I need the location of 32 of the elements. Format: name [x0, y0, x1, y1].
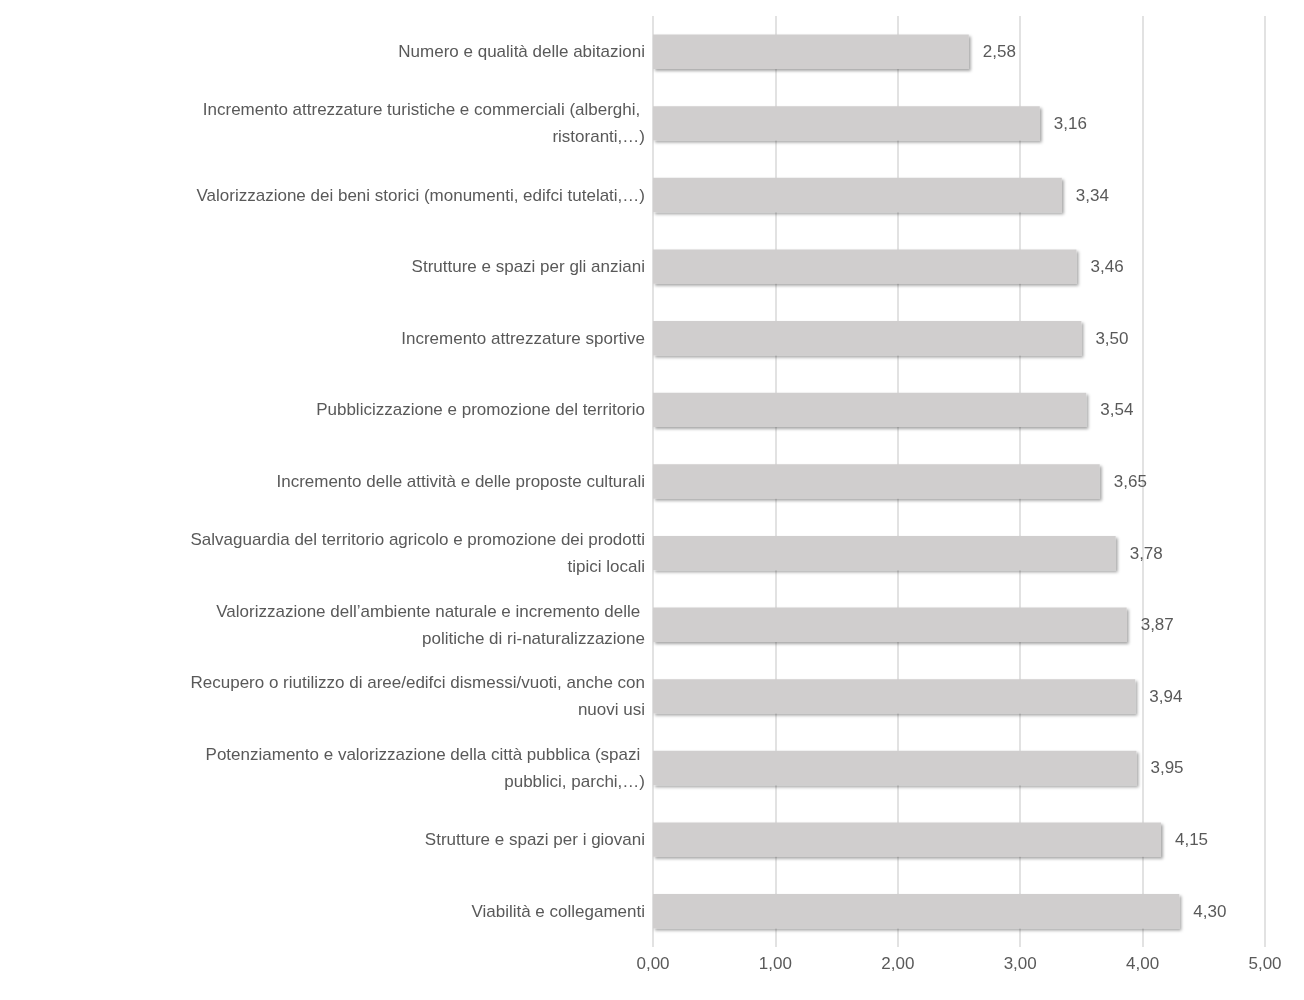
y-tick-label: Salvaguardia del territorio agricolo e promozione dei prodotti tipici locali [190, 530, 645, 577]
data-label: 3,50 [1095, 328, 1129, 348]
data-label: 3,54 [1100, 400, 1134, 420]
data-label: 4,15 [1174, 830, 1209, 850]
x-tick-label: 4,00 [1126, 954, 1160, 973]
data-label: 3,95 [1150, 758, 1184, 778]
y-tick-label: Numero e qualità delle abitazioni [398, 42, 645, 62]
data-label: 4,30 [1193, 901, 1227, 921]
y-tick-label: Potenziamento e valorizzazione della città pubblica (spazi pubblici, parchi,…) [205, 744, 645, 791]
y-tick-label: Strutture e spazi per gli anziani [411, 257, 645, 277]
y-tick-label: Recupero o riutilizzo di aree/edifci dismessi/vuoti, anche con nuovi usi [190, 673, 645, 720]
y-tick-label: Incremento delle attività e delle proposte culturali [276, 472, 645, 491]
data-label: 3,34 [1075, 185, 1109, 205]
data-label: 3,87 [1140, 615, 1174, 635]
data-label: 3,65 [1113, 472, 1147, 491]
x-tick-label: 0,00 [636, 954, 670, 973]
data-label: 3,78 [1129, 543, 1163, 563]
y-tick-label: Valorizzazione dei beni storici (monumenti, edifci tutelati,…) [196, 185, 645, 205]
x-tick-label: 1,00 [758, 954, 792, 973]
y-tick-label: Incremento attrezzature sportive [401, 328, 645, 348]
y-tick-label: Viabilità e collegamenti [471, 901, 645, 921]
y-tick-label: Pubblicizzazione e promozione del territorio [316, 400, 645, 420]
x-tick-label: 3,00 [1003, 954, 1037, 973]
data-label: 2,58 [982, 42, 1016, 62]
x-tick-label: 5,00 [1248, 954, 1282, 973]
y-tick-label: Valorizzazione dell’ambiente naturale e incremento delle politiche di ri-naturalizzazione [216, 601, 645, 648]
y-tick-label: Incremento attrezzature turistiche e commerciali (alberghi, ristoranti,…) [202, 100, 645, 147]
data-label: 3,94 [1149, 686, 1183, 706]
x-tick-label: 2,00 [881, 954, 915, 973]
data-label: 3,46 [1090, 257, 1124, 277]
y-tick-label: Strutture e spazi per i giovani [424, 830, 645, 850]
data-label: 3,16 [1053, 113, 1087, 133]
